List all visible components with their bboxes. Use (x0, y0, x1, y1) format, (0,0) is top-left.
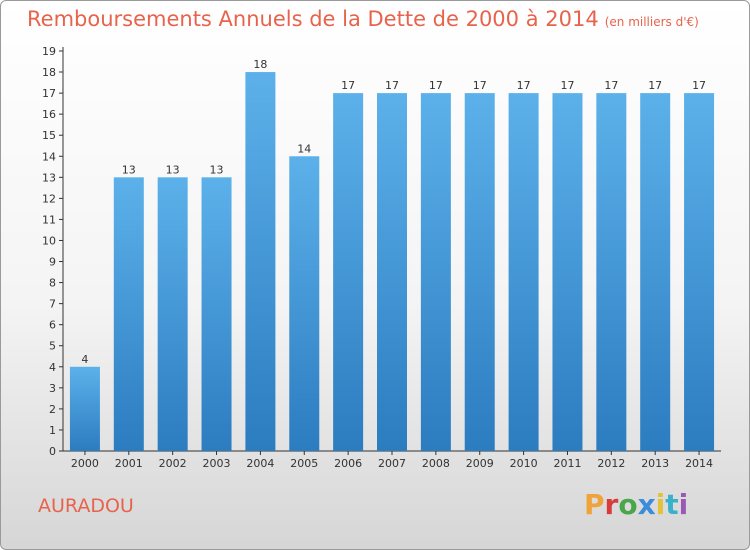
y-tick-label: 15 (42, 129, 56, 142)
y-tick-label: 14 (42, 150, 56, 163)
y-tick-label: 16 (42, 108, 56, 121)
bar (552, 93, 583, 452)
bar (201, 177, 232, 451)
y-tick-label: 10 (42, 234, 56, 247)
bar (333, 93, 364, 452)
brand-letter: P (584, 488, 605, 521)
bar (157, 177, 188, 451)
bar (464, 93, 495, 452)
y-tick-label: 8 (49, 277, 56, 290)
bar (640, 93, 671, 452)
bar (245, 72, 276, 451)
bar-value-label: 13 (122, 163, 136, 176)
x-tick-label: 2008 (422, 457, 450, 470)
x-tick-label: 2011 (553, 457, 581, 470)
y-tick-label: 0 (49, 445, 56, 458)
x-tick-label: 2009 (466, 457, 494, 470)
brand-letter: o (618, 488, 638, 521)
brand-letter: t (665, 488, 679, 521)
bar-value-label: 14 (297, 142, 311, 155)
chart-title: Remboursements Annuels de la Dette de 20… (27, 7, 699, 31)
bar-value-label: 17 (429, 79, 443, 92)
y-tick-label: 3 (49, 382, 56, 395)
x-tick-label: 2005 (290, 457, 318, 470)
brand-letter: i (678, 488, 689, 521)
bar (377, 93, 407, 452)
brand-letter: i (655, 488, 666, 521)
x-tick-label: 2002 (159, 457, 187, 470)
bar-value-label: 17 (560, 79, 574, 92)
bar-value-label: 17 (692, 79, 706, 92)
title-text: Remboursements Annuels de la Dette de 20… (27, 7, 599, 31)
bar-value-label: 17 (604, 79, 618, 92)
bar (113, 177, 144, 451)
brand-letter: x (637, 488, 656, 521)
bar (684, 93, 715, 452)
y-tick-label: 1 (49, 424, 56, 437)
bar (508, 93, 539, 452)
bar (289, 156, 320, 451)
x-tick-label: 2001 (115, 457, 143, 470)
x-tick-label: 2012 (597, 457, 625, 470)
brand-logo: Proxiti (584, 488, 688, 521)
bar-value-label: 13 (210, 163, 224, 176)
bar (596, 93, 627, 452)
x-tick-label: 2004 (246, 457, 274, 470)
bar-value-label: 17 (341, 79, 355, 92)
bar (69, 366, 100, 451)
y-tick-label: 19 (42, 45, 56, 58)
bar-value-label: 17 (473, 79, 487, 92)
y-tick-label: 12 (42, 192, 56, 205)
bar (420, 93, 451, 452)
y-tick-label: 13 (42, 171, 56, 184)
bar-value-label: 4 (81, 353, 88, 366)
x-tick-label: 2007 (378, 457, 406, 470)
x-tick-label: 2013 (641, 457, 669, 470)
y-tick-label: 4 (49, 361, 56, 374)
x-tick-label: 2000 (71, 457, 99, 470)
y-tick-label: 9 (49, 256, 56, 269)
x-tick-label: 2003 (203, 457, 231, 470)
y-tick-label: 2 (49, 403, 56, 416)
y-tick-label: 18 (42, 66, 56, 79)
bar-value-label: 17 (385, 79, 399, 92)
y-tick-label: 17 (42, 87, 56, 100)
y-tick-label: 5 (49, 340, 56, 353)
unit-label: (en milliers d'€) (604, 15, 699, 29)
y-tick-label: 11 (42, 213, 56, 226)
bar-value-label: 13 (166, 163, 180, 176)
y-tick-label: 7 (49, 298, 56, 311)
x-tick-label: 2010 (510, 457, 538, 470)
brand-letter: r (604, 488, 619, 521)
x-tick-label: 2006 (334, 457, 362, 470)
x-tick-label: 2014 (685, 457, 713, 470)
bar-value-label: 18 (253, 58, 267, 71)
location-name: AURADOU (38, 495, 134, 517)
y-tick-label: 6 (49, 319, 56, 332)
bar-value-label: 17 (648, 79, 662, 92)
bar-value-label: 17 (517, 79, 531, 92)
